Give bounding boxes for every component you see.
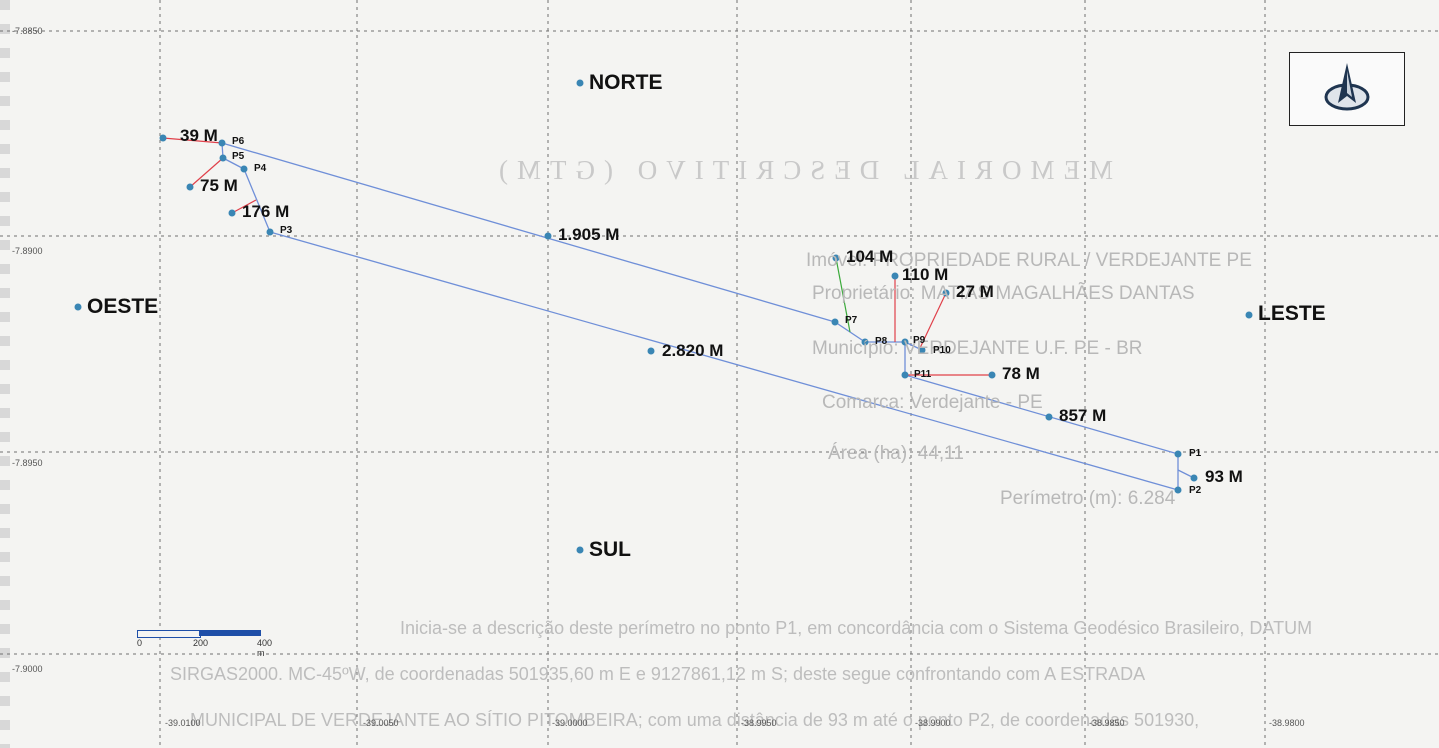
marker-p6: [218, 139, 226, 147]
marker-leste: [1245, 311, 1253, 319]
marker-176m: [228, 209, 236, 217]
lon-tick: -38.9900: [915, 718, 951, 728]
segment-label: 27 M: [956, 282, 994, 301]
scale-bar-segment: [137, 630, 201, 638]
compass-icon: [1324, 63, 1370, 111]
leader-104m: [835, 257, 851, 333]
segment-label: 110 M: [902, 265, 949, 284]
lat-tick: -7.8850: [12, 26, 43, 36]
memorial-line: Comarca: Verdejante - PE: [822, 392, 1043, 413]
label-oeste: OESTE: [87, 295, 159, 318]
marker-norte: [576, 79, 584, 87]
marker-2820m: [647, 347, 655, 355]
memorial-paragraph: SIRGAS2000. MC-45ºW, de coordenadas 5019…: [170, 664, 1146, 684]
red-leaders: [162, 137, 992, 376]
segment-label: 93 M: [1205, 467, 1243, 486]
marker-39m: [159, 134, 167, 142]
segment-label: 857 M: [1059, 406, 1107, 425]
green-leader: [835, 257, 851, 333]
marker-p2: [1174, 486, 1182, 494]
memorial-line: Área (ha): 44,11: [828, 443, 964, 464]
lon-tick: -38.9850: [1089, 718, 1125, 728]
leader-39m: [162, 137, 223, 144]
point-label: P7: [845, 315, 858, 326]
boundary-p5-p4: [222, 157, 245, 170]
point-label: P6: [232, 136, 245, 147]
segment-label: 2.820 M: [662, 341, 724, 360]
lat-tick: -7.9000: [12, 664, 43, 674]
marker-104m: [832, 254, 840, 262]
scale-bar-segment: [199, 630, 261, 636]
lon-tick: -39.0000: [552, 718, 588, 728]
marker-1905m: [544, 232, 552, 240]
lon-tick: -39.0050: [363, 718, 399, 728]
marker-p4: [240, 165, 248, 173]
marker-78m: [988, 371, 996, 379]
north-arrow-box: [1289, 52, 1405, 126]
marker-p1: [1174, 450, 1182, 458]
marker-75m: [186, 183, 194, 191]
label-norte: NORTE: [589, 71, 663, 94]
marker-p3: [266, 228, 274, 236]
segment-label: 75 M: [200, 176, 238, 195]
marker-93m: [1190, 474, 1198, 482]
lat-tick: -7.8950: [12, 458, 43, 468]
point-label: P8: [875, 336, 888, 347]
markers: [74, 79, 1253, 554]
memorial-paragraph: MUNICIPAL DE VERDEJANTE AO SÍTIO PITOMBE…: [190, 710, 1200, 730]
segment-label: 78 M: [1002, 364, 1040, 383]
leader-75m: [189, 157, 224, 188]
point-label: P10: [933, 345, 951, 356]
point-label: P9: [913, 335, 926, 346]
scale-label: 200: [193, 638, 209, 648]
marker-27m: [942, 289, 950, 297]
label-leste: LESTE: [1258, 302, 1326, 325]
memorial-line: Imóvel: PROPRIEDADE RURAL / VERDEJANTE P…: [806, 250, 1252, 271]
marker-110m: [891, 272, 899, 280]
marker-p7: [831, 318, 839, 326]
memorial-title: MEMORIAL DESCRITIVO (GTM): [490, 155, 1113, 185]
lon-tick: -39.0100: [165, 718, 201, 728]
memorial-line: Município: VERDEJANTE U.F. PE - BR: [812, 338, 1143, 359]
memorial-line: Perímetro (m): 6.284: [1000, 488, 1176, 509]
boundary-p6-p7: [221, 142, 836, 323]
marker-p8: [861, 338, 869, 346]
point-label: P4: [254, 163, 267, 174]
scale-label: 0: [137, 638, 143, 648]
marker-p5: [219, 154, 227, 162]
leader-27m: [919, 292, 947, 349]
marker-857m: [1045, 413, 1053, 421]
segment-label: 39 M: [180, 126, 218, 145]
point-label: P1: [1189, 448, 1202, 459]
point-label: P3: [280, 225, 293, 236]
point-label: P5: [232, 151, 245, 162]
segment-label: 104 M: [846, 247, 894, 266]
property-boundary: [221, 142, 1195, 491]
marker-p11: [901, 371, 909, 379]
lon-tick: -38.9950: [741, 718, 777, 728]
segment-label: 176 M: [242, 202, 290, 221]
point-label: P11: [914, 369, 932, 380]
marker-p9: [901, 338, 909, 346]
lat-tick: -7.8900: [12, 246, 43, 256]
marker-p10: [918, 346, 926, 354]
marker-sul: [576, 546, 584, 554]
boundary-p4-p3: [243, 168, 271, 233]
scale-label: 400 m: [257, 638, 273, 658]
binder-holes: [0, 0, 10, 748]
memorial-line: Proprietário: MATIAS MAGALHÃES DANTAS: [812, 283, 1195, 304]
memorial-paragraph: Inicia-se a descrição deste perímetro no…: [400, 618, 1313, 638]
lon-tick: -38.9800: [1269, 718, 1305, 728]
segment-label: 1.905 M: [558, 225, 620, 244]
boundary-p3-p2: [269, 231, 1179, 491]
leader-176m: [231, 199, 257, 214]
label-sul: SUL: [589, 538, 631, 561]
marker-oeste: [74, 303, 82, 311]
boundary-p11-p1: [904, 374, 1179, 455]
point-label: P2: [1189, 485, 1202, 496]
